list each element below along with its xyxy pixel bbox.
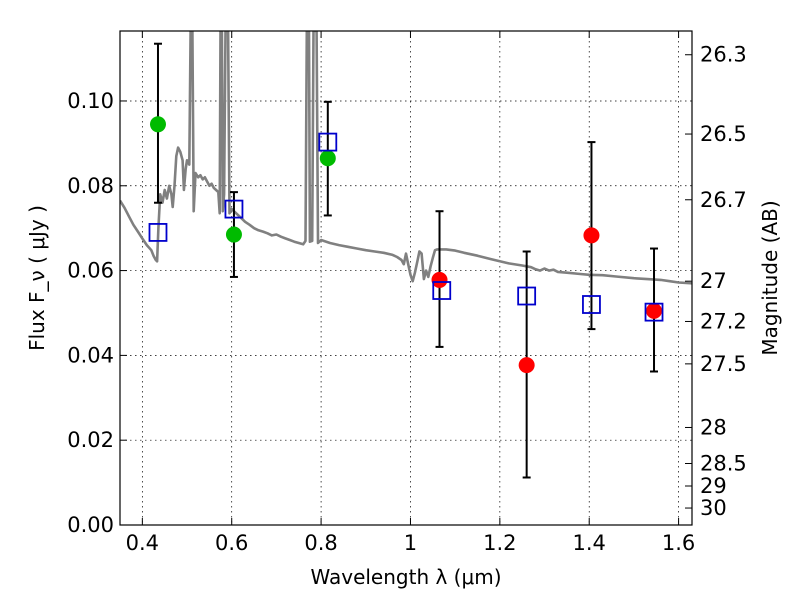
y-tick-label: 0.10 (67, 89, 114, 113)
model-sed-line (120, 31, 692, 285)
model-photometry-point (644, 302, 664, 322)
observed-point (225, 226, 242, 243)
y2-axis-title: Magnitude (AB) (758, 200, 782, 355)
x-axis-title: Wavelength λ (μm) (310, 565, 501, 589)
mag-tick-label: 28.5 (700, 452, 747, 476)
x-tick-label: 1.6 (662, 531, 695, 555)
model-photometry-point (517, 286, 537, 306)
mag-tick-label: 29 (700, 474, 727, 498)
y-tick-label: 0.08 (67, 174, 114, 198)
y-axis-title: Flux F_ν ( μJy ) (25, 205, 49, 351)
y-tick-label: 0.00 (67, 513, 114, 537)
mag-tick-label: 27 (700, 269, 727, 293)
model-photometry-point (582, 295, 601, 314)
y-tick-label: 0.02 (67, 428, 114, 452)
x-tick-label: 1.2 (483, 531, 516, 555)
x-tick-label: 0.6 (215, 531, 248, 555)
mag-tick-label: 30 (700, 496, 727, 520)
observed-point (431, 271, 448, 288)
grid-lines (120, 31, 692, 526)
mag-tick-label: 26.3 (700, 43, 747, 67)
observed-point (518, 357, 535, 374)
plot-frame (119, 30, 693, 526)
mag-tick-label: 26.7 (700, 188, 747, 212)
observed-point (646, 302, 663, 319)
observed-point (149, 116, 166, 133)
model-photometry-point (432, 281, 452, 300)
model-photometry-point (318, 132, 338, 152)
mag-tick-label: 27.2 (700, 309, 747, 333)
x-tick-label: 0.4 (126, 531, 159, 555)
plot-area (120, 31, 692, 285)
y-tick-label: 0.06 (67, 259, 114, 283)
model-photometry-point (148, 223, 168, 242)
x-tick-label: 1.4 (573, 531, 606, 555)
x-tick-label: 1 (404, 531, 417, 555)
observed-point (319, 150, 336, 167)
mag-tick-label: 28 (700, 415, 727, 439)
mag-tick-label: 26.5 (700, 122, 747, 146)
model-photometry-point (224, 199, 244, 219)
y-tick-label: 0.04 (67, 343, 114, 367)
mag-tick-label: 27.5 (700, 352, 747, 376)
tick-labels: 0.4 0.6 0.8 1 1.2 1.4 1.6 0.00 0.02 0.04 0.06 0.08 0… (67, 43, 747, 555)
observed-point (583, 227, 600, 244)
axis-ticks (120, 31, 692, 526)
data-markers (148, 116, 664, 374)
x-tick-label: 0.8 (304, 531, 337, 555)
